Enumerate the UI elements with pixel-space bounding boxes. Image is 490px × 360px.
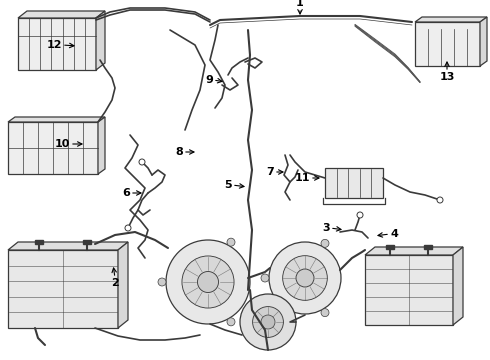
- Circle shape: [283, 256, 327, 300]
- Polygon shape: [453, 247, 463, 325]
- Circle shape: [269, 242, 341, 314]
- Circle shape: [166, 240, 250, 324]
- Circle shape: [296, 269, 314, 287]
- Text: 10: 10: [54, 139, 70, 149]
- Circle shape: [261, 315, 275, 329]
- Polygon shape: [365, 255, 453, 325]
- Circle shape: [240, 294, 296, 350]
- Polygon shape: [8, 117, 105, 122]
- Circle shape: [437, 197, 443, 203]
- Circle shape: [197, 271, 219, 292]
- Polygon shape: [18, 11, 105, 18]
- Polygon shape: [415, 22, 480, 66]
- Text: 13: 13: [440, 72, 455, 82]
- Text: 7: 7: [266, 167, 274, 177]
- Text: 8: 8: [175, 147, 183, 157]
- Text: 5: 5: [224, 180, 232, 190]
- Circle shape: [227, 238, 235, 246]
- Circle shape: [227, 318, 235, 326]
- Bar: [424, 245, 432, 249]
- Text: 1: 1: [296, 0, 304, 8]
- Circle shape: [139, 159, 145, 165]
- Circle shape: [182, 256, 234, 308]
- Polygon shape: [118, 242, 128, 328]
- Text: 12: 12: [47, 40, 62, 50]
- Bar: [83, 240, 91, 244]
- Bar: [35, 240, 43, 244]
- Text: 6: 6: [122, 188, 130, 198]
- Circle shape: [158, 278, 166, 286]
- Circle shape: [253, 307, 283, 337]
- Polygon shape: [480, 17, 487, 66]
- Text: 3: 3: [322, 223, 330, 233]
- Polygon shape: [8, 250, 118, 328]
- Polygon shape: [8, 122, 98, 174]
- Circle shape: [357, 212, 363, 218]
- Polygon shape: [8, 242, 128, 250]
- Bar: [386, 245, 393, 249]
- Circle shape: [261, 274, 269, 282]
- Polygon shape: [98, 117, 105, 174]
- Text: 4: 4: [390, 229, 398, 239]
- Circle shape: [321, 239, 329, 247]
- Bar: [325, 168, 383, 198]
- Polygon shape: [18, 18, 96, 70]
- Text: 11: 11: [294, 173, 310, 183]
- Polygon shape: [365, 247, 463, 255]
- Text: 2: 2: [111, 278, 119, 288]
- Circle shape: [125, 225, 131, 231]
- Text: 9: 9: [205, 75, 213, 85]
- Polygon shape: [415, 17, 487, 22]
- Circle shape: [321, 309, 329, 317]
- Polygon shape: [96, 11, 105, 70]
